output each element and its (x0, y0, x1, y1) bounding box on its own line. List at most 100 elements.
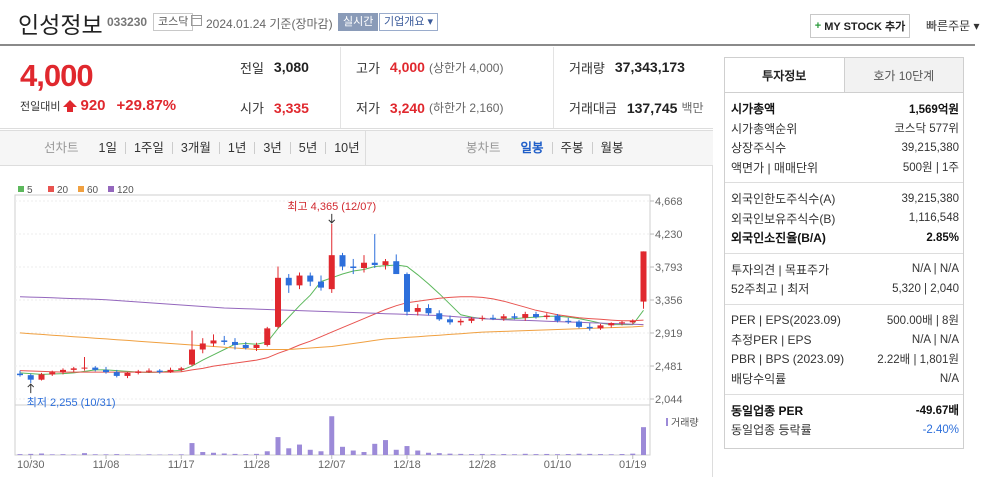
candle-tabs: 봉차트 일봉 주봉 월봉 (458, 131, 632, 165)
mystock-text: MY STOCK 추가 (824, 21, 906, 33)
tab[interactable]: 10년 (325, 142, 367, 154)
panel-value: -2.40% (922, 423, 959, 436)
legend-swatch (48, 186, 54, 192)
volume-bar (361, 452, 367, 455)
panel-value: 39,215,380 (901, 141, 959, 154)
tab[interactable]: 1년 (218, 142, 254, 154)
y-tick-label: 2,919 (655, 328, 683, 340)
tab-group-label: 선차트 (44, 141, 79, 155)
volume-bar (383, 440, 388, 455)
panel-label: 외국인한도주식수(A) (731, 192, 836, 207)
panel-value: N/A | N/A (911, 333, 959, 346)
tab[interactable]: 1주일 (124, 142, 172, 154)
x-tick-label: 12/18 (393, 459, 421, 471)
volume-bar (426, 452, 431, 455)
volume-bar (254, 453, 259, 455)
summary-value: 4,000 (389, 59, 425, 75)
panel-value: -49.67배 (915, 405, 959, 418)
overview-button[interactable]: 기업개요 ▾ (379, 13, 439, 31)
volume-bar (544, 453, 550, 455)
summary-value: 3,335 (273, 99, 309, 116)
x-tick-label: 12/07 (318, 459, 346, 471)
candle-body (393, 261, 400, 275)
tab[interactable]: 3년 (254, 142, 289, 154)
candle-body (38, 374, 45, 380)
quick-order-text: 빠른주문 (926, 19, 971, 33)
panel-value: 코스닥 577위 (894, 123, 959, 136)
candle-body (511, 316, 518, 318)
candle-body (242, 344, 249, 348)
volume-legend-swatch (666, 418, 668, 426)
volume-bar (264, 451, 270, 455)
candle-body (350, 266, 357, 269)
volume-bar (307, 449, 313, 455)
candle-body (275, 277, 281, 327)
volume-bar (619, 454, 625, 455)
volume-bar (39, 453, 44, 455)
candle-body (425, 307, 432, 314)
panel-row: 액면가 | 매매단위 500원 | 1주 (731, 158, 959, 178)
realtime-badge[interactable]: 실시간 (338, 13, 379, 31)
candle-body (382, 261, 389, 265)
high-annotation: 최고 4,365 (12/07) (287, 200, 376, 213)
chart-tabs: 선차트 1일 1주일 3개월 1년 3년 5년 10년 봉차트 일봉 주봉 월봉 (0, 130, 713, 166)
summary-cell: 전일 3,080 (225, 47, 340, 87)
candle-body (210, 340, 217, 344)
x-tick-label: 11/17 (168, 459, 195, 471)
tab[interactable]: 1일 (98, 141, 117, 155)
candle-body (124, 372, 131, 376)
candle-body (178, 368, 185, 370)
tab[interactable]: 주봉 (551, 142, 592, 154)
candle-body (81, 367, 88, 369)
candle-body (92, 367, 99, 370)
candle-body (328, 255, 335, 290)
chart: 4,668 4,230 3,793 3,356 2,919 2,481 2,044 5 20 60… (14, 165, 713, 477)
volume-bar (415, 450, 421, 455)
summary-cell: 저가 3,240 (하한가 2,160) (340, 87, 553, 128)
summary-label: 시가 (240, 101, 264, 116)
panel-label: 액면가 | 매매단위 (731, 160, 819, 175)
candle-body (522, 314, 529, 318)
volume-bar (555, 454, 560, 455)
panel-label: 시가총액 (731, 102, 776, 117)
tab-group-label: 봉차트 (466, 141, 501, 155)
tab[interactable]: 5년 (289, 142, 325, 154)
candle-body (457, 320, 464, 323)
panel-tab[interactable]: 호가 10단계 (843, 58, 963, 92)
volume-bar (114, 454, 120, 455)
quick-order[interactable]: 빠른주문 ▾ (926, 19, 980, 33)
volume-bar (103, 454, 109, 455)
candle-body (135, 371, 142, 373)
mystock-button[interactable]: + MY STOCK 추가 (810, 14, 910, 38)
candle-body (414, 307, 421, 312)
volume-bar (221, 453, 227, 455)
summary-cell: 시가 3,335 (225, 87, 340, 128)
volume-bar (243, 454, 249, 455)
panel-value: N/A | N/A (911, 263, 959, 276)
volume-bar (404, 446, 410, 455)
panel-label: 52주최고 | 최저 (731, 282, 810, 297)
volume-bar (178, 454, 184, 455)
volume-bar (490, 454, 496, 455)
x-tick-label: 11/08 (93, 459, 120, 471)
panel-row: 동일업종 등락률 -2.40% (731, 420, 959, 440)
panel-row: 동일업종 PER -49.67배 (731, 401, 959, 421)
candle-body (189, 349, 195, 365)
tab[interactable]: 3개월 (171, 142, 219, 154)
candle-body (264, 328, 271, 345)
volume-bar (71, 454, 77, 455)
volume-bar (447, 453, 453, 455)
volume-bar (125, 454, 130, 455)
volume-bar (135, 454, 141, 455)
tab[interactable]: 일봉 (520, 141, 544, 155)
tab[interactable]: 월봉 (591, 142, 632, 154)
candle-body (307, 275, 314, 282)
change-row: 전일대비 920 +29.87% (20, 97, 176, 114)
candle-body (221, 340, 228, 342)
volume-bar (211, 452, 216, 455)
candle-body (619, 322, 625, 324)
calendar-icon (191, 15, 202, 26)
summary-note: 백만 (681, 101, 704, 115)
panel-tab[interactable]: 투자정보 (725, 58, 844, 92)
panel-group: 외국인한도주식수(A) 39,215,380 외국인보유주식수(B) 1,116,54… (725, 183, 963, 254)
